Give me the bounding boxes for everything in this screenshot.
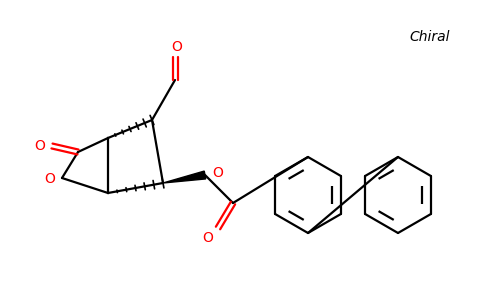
Text: O: O xyxy=(34,139,45,153)
Text: O: O xyxy=(44,172,55,186)
Text: O: O xyxy=(171,40,182,54)
Text: Chiral: Chiral xyxy=(410,30,450,44)
Text: O: O xyxy=(212,166,223,180)
Polygon shape xyxy=(163,171,206,183)
Text: O: O xyxy=(202,231,213,245)
